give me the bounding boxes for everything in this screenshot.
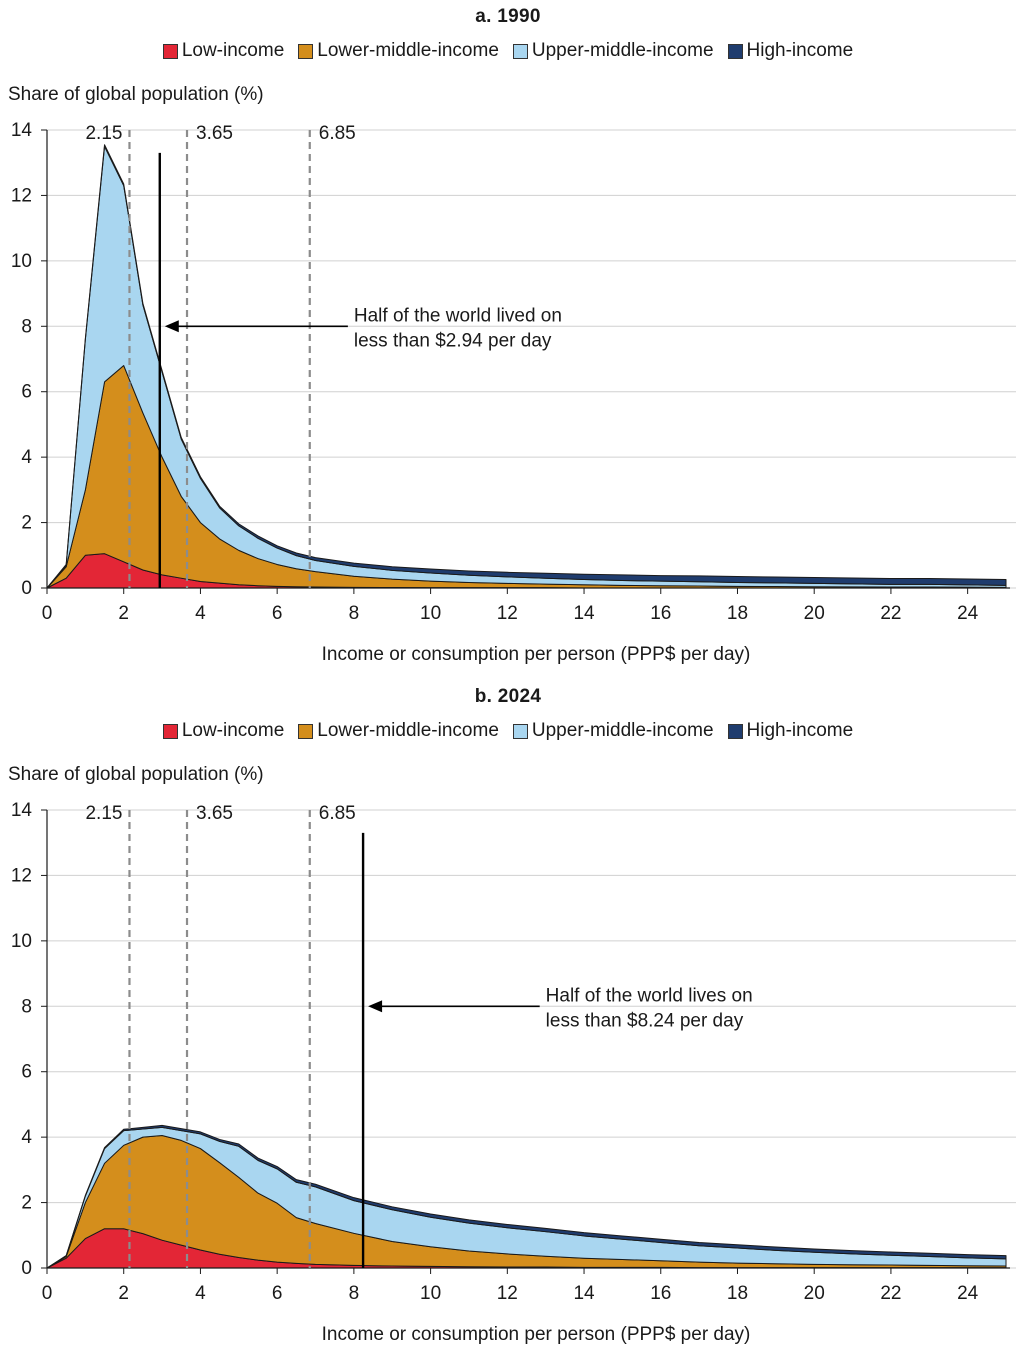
annotation-arrow-head	[368, 1000, 383, 1013]
poverty-line-label: 6.85	[319, 803, 356, 824]
x-tick-label: 0	[42, 1283, 53, 1304]
legend-label: High-income	[746, 720, 854, 741]
x-tick-label: 18	[727, 603, 748, 624]
y-tick-label: 2	[21, 513, 32, 534]
x-tick-label: 18	[727, 1283, 748, 1304]
y-tick-label: 6	[21, 382, 32, 403]
x-axis-title: Income or consumption per person (PPP$ p…	[322, 644, 751, 665]
x-tick-label: 12	[497, 603, 518, 624]
y-tick-label: 12	[11, 865, 32, 886]
annotation-text: less than $2.94 per day	[354, 330, 552, 351]
y-tick-label: 10	[11, 251, 32, 272]
legend-item-lower-middle-income: Lower-middle-income	[298, 720, 499, 742]
legend-item-high-income: High-income	[727, 720, 854, 742]
y-axis-title: Share of global population (%)	[8, 764, 264, 785]
legend-item-low-income: Low-income	[162, 720, 285, 742]
legend-swatch-low-income	[162, 723, 178, 739]
chart-legend: Low-income Lower-middle-income Upper-mid…	[0, 40, 1016, 62]
y-tick-label: 14	[11, 800, 33, 821]
chart-plot-area: Share of global population (%)0246810121…	[8, 84, 1016, 665]
legend-swatch-upper-middle-income	[512, 723, 528, 739]
x-tick-label: 8	[349, 603, 360, 624]
poverty-line-label: 2.15	[85, 123, 122, 144]
poverty-line-label: 3.65	[196, 803, 233, 824]
x-tick-label: 4	[195, 1283, 206, 1304]
x-tick-label: 20	[804, 1283, 825, 1304]
legend-item-upper-middle-income: Upper-middle-income	[512, 720, 714, 742]
area-high-income	[46, 144, 1007, 589]
legend-swatch-lower-middle-income	[298, 723, 314, 739]
x-tick-label: 12	[497, 1283, 518, 1304]
legend-label: Upper-middle-income	[531, 40, 714, 61]
legend-label: Lower-middle-income	[317, 40, 499, 61]
y-tick-label: 4	[21, 1127, 32, 1148]
chart-panel-2024: b. 2024 Low-income Lower-middle-income U…	[0, 680, 1016, 1349]
y-tick-label: 8	[21, 996, 32, 1017]
annotation-arrow-head	[164, 320, 179, 333]
legend-item-lower-middle-income: Lower-middle-income	[298, 40, 499, 62]
x-tick-label: 22	[880, 603, 901, 624]
legend-label: Upper-middle-income	[531, 720, 714, 741]
x-tick-label: 10	[420, 603, 441, 624]
legend-item-upper-middle-income: Upper-middle-income	[512, 40, 714, 62]
chart-legend: Low-income Lower-middle-income Upper-mid…	[0, 720, 1016, 742]
x-tick-label: 22	[880, 1283, 901, 1304]
annotation-text: Half of the world lives on	[546, 985, 753, 1006]
y-tick-label: 2	[21, 1193, 32, 1214]
legend-swatch-low-income	[162, 43, 178, 59]
poverty-line-label: 3.65	[196, 123, 233, 144]
x-tick-label: 24	[957, 1283, 979, 1304]
y-tick-label: 0	[21, 1258, 32, 1279]
legend-item-low-income: Low-income	[162, 40, 285, 62]
legend-label: Low-income	[181, 720, 285, 741]
y-tick-label: 14	[11, 120, 33, 141]
x-tick-label: 10	[420, 1283, 441, 1304]
y-tick-label: 6	[21, 1062, 32, 1083]
y-axis-title: Share of global population (%)	[8, 84, 264, 105]
legend-label: High-income	[746, 40, 854, 61]
chart-plot-area: Share of global population (%)0246810121…	[8, 764, 1016, 1345]
poverty-line-label: 2.15	[85, 803, 122, 824]
x-tick-label: 16	[650, 1283, 671, 1304]
y-tick-label: 12	[11, 185, 32, 206]
legend-label: Low-income	[181, 40, 285, 61]
x-tick-label: 8	[349, 1283, 360, 1304]
x-tick-label: 6	[272, 603, 283, 624]
legend-swatch-lower-middle-income	[298, 43, 314, 59]
x-tick-label: 16	[650, 603, 671, 624]
legend-swatch-high-income	[727, 43, 743, 59]
area-high-income	[46, 1124, 1007, 1269]
x-tick-label: 2	[118, 1283, 129, 1304]
x-tick-label: 2	[118, 603, 129, 624]
legend-item-high-income: High-income	[727, 40, 854, 62]
y-tick-label: 10	[11, 931, 32, 952]
x-tick-label: 24	[957, 603, 979, 624]
poverty-line-label: 6.85	[319, 123, 356, 144]
chart-panel-1990: a. 1990 Low-income Lower-middle-income U…	[0, 0, 1016, 672]
legend-swatch-upper-middle-income	[512, 43, 528, 59]
x-tick-label: 0	[42, 603, 53, 624]
x-tick-label: 14	[573, 1283, 595, 1304]
legend-swatch-high-income	[727, 723, 743, 739]
chart-title: a. 1990	[475, 6, 541, 27]
chart-title: b. 2024	[474, 686, 542, 707]
x-tick-label: 4	[195, 603, 206, 624]
y-tick-label: 8	[21, 316, 32, 337]
x-axis-title: Income or consumption per person (PPP$ p…	[322, 1324, 751, 1345]
annotation-text: less than $8.24 per day	[546, 1010, 744, 1031]
y-tick-label: 4	[21, 447, 32, 468]
legend-label: Lower-middle-income	[317, 720, 499, 741]
x-tick-label: 20	[804, 603, 825, 624]
y-tick-label: 0	[21, 578, 32, 599]
annotation-text: Half of the world lived on	[354, 305, 562, 326]
x-tick-label: 6	[272, 1283, 283, 1304]
x-tick-label: 14	[573, 603, 595, 624]
